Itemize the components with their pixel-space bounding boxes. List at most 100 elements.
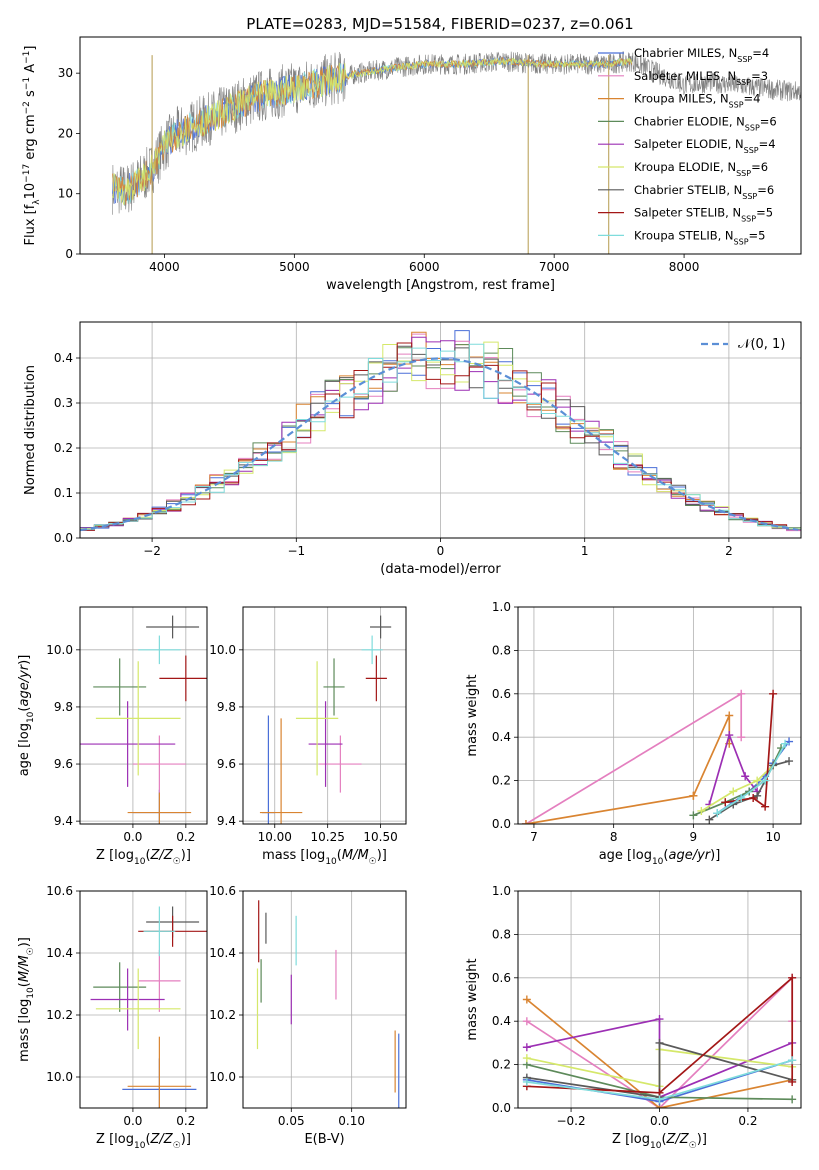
weight-marker xyxy=(725,731,734,740)
y-tick-label: 0.8 xyxy=(492,643,511,657)
x-tick-label: 8 xyxy=(610,830,618,844)
y-tick-label: 0.3 xyxy=(54,396,73,410)
spectrum-ylabel: Flux [fλ10−17 erg cm−2 s−1 A−1] xyxy=(22,46,42,246)
y-tick-label: 10.6 xyxy=(46,884,73,898)
data-point-kroupa_miles xyxy=(127,792,192,824)
x-tick-label: 0.0 xyxy=(123,830,142,844)
weight_vs_age-panel: 7 8 9 10 0.0 0.2 0.4 0.6 0.8 1.0 age [log10(age/yr… xyxy=(465,600,802,867)
age_vs_mass-panel: 10.00 10.25 10.50 9.4 9.6 9.8 10.0 mass [log10(… xyxy=(209,606,407,867)
age_vs_mass-grid xyxy=(243,607,406,824)
y-tick-label: 9.8 xyxy=(217,700,236,714)
weight_vs_Z-ylabel: mass weight xyxy=(465,958,480,1040)
data-point-salpeter_miles xyxy=(132,735,186,793)
y-tick-label: 10.0 xyxy=(46,643,73,657)
weight-marker xyxy=(721,798,730,807)
data-point-salpeter_elodie xyxy=(90,968,165,1031)
mass_vs_ebv-plot-area xyxy=(256,900,400,1108)
y-tick-label: 20 xyxy=(58,126,73,140)
residuals-plot-area xyxy=(80,330,801,532)
x-tick-label: 4000 xyxy=(149,260,180,274)
x-tick-label: 0.2 xyxy=(176,1114,195,1128)
y-tick-label: 0.0 xyxy=(54,531,73,545)
weight-marker xyxy=(689,791,698,800)
weight_vs_age-xlabel: age [log10(age/yr)] xyxy=(599,848,721,867)
spectrum-plot-area xyxy=(112,51,801,254)
x-tick-label: −1 xyxy=(287,544,305,558)
weight-marker xyxy=(788,1056,797,1065)
x-tick-label: 10.50 xyxy=(363,830,397,844)
model-spectrum-line xyxy=(112,57,632,207)
weight_vs_age-plot-area xyxy=(521,689,794,824)
weight-line-kroupa_miles xyxy=(525,715,731,824)
age_vs_mass-frame xyxy=(242,606,407,825)
y-tick-label: 10.4 xyxy=(46,946,73,960)
data-point-chabrier_elodie xyxy=(93,658,147,716)
x-tick-label: 0.05 xyxy=(278,1114,305,1128)
weight-marker xyxy=(788,973,797,982)
weight-marker xyxy=(522,1017,531,1026)
weight-marker xyxy=(655,1038,664,1047)
age_vs_mass-xlabel: mass [log10(M/M☉)] xyxy=(262,848,387,867)
weight_vs_age-ylabel: mass weight xyxy=(465,674,480,756)
y-tick-label: 0.4 xyxy=(492,730,511,744)
x-tick-label: 10.00 xyxy=(258,830,292,844)
weight-marker xyxy=(713,809,722,818)
weight_vs_Z-xlabel: Z [log10(Z/Z☉)] xyxy=(612,1132,707,1151)
weight-marker xyxy=(788,1095,797,1104)
residual-histogram xyxy=(80,345,801,531)
y-tick-label: 10.6 xyxy=(209,884,236,898)
y-tick-label: 10.0 xyxy=(46,1070,73,1084)
weight-marker xyxy=(761,802,770,811)
mass_vs_ebv-grid xyxy=(243,890,406,1108)
mass_vs_Z-ylabel: mass [log10(M/M☉)] xyxy=(17,937,36,1062)
weight-marker xyxy=(522,1054,531,1063)
weight-line-salpeter_stelib xyxy=(526,975,794,1094)
data-point-kroupa_elodie xyxy=(295,661,339,776)
x-tick-label: 0.2 xyxy=(738,1114,757,1128)
y-tick-label: 0.6 xyxy=(492,971,511,985)
weight-marker xyxy=(769,689,778,698)
x-tick-label: 8000 xyxy=(669,260,700,274)
weight-line-kroupa_miles xyxy=(526,998,793,1108)
weight-marker xyxy=(689,811,698,820)
data-point-kroupa_miles xyxy=(259,718,303,824)
y-tick-label: 10 xyxy=(58,187,73,201)
weight-line-kroupa_stelib xyxy=(716,743,786,814)
legend-entry: 𝒩(0, 1) xyxy=(738,337,785,352)
weight-marker xyxy=(788,1077,797,1086)
y-tick-label: 0.1 xyxy=(54,486,73,500)
y-tick-label: 1.0 xyxy=(492,600,511,614)
x-tick-label: 10 xyxy=(765,830,780,844)
data-point-kroupa_stelib xyxy=(361,635,383,665)
y-tick-label: 9.4 xyxy=(217,814,236,828)
x-tick-label: 7 xyxy=(530,830,538,844)
y-tick-label: 0.4 xyxy=(54,351,73,365)
data-point-kroupa_miles xyxy=(127,1036,192,1108)
legend-entry: Salpeter ELODIE, NSSP=4 xyxy=(634,137,776,155)
mass_vs_ebv-xlabel: E(B-V) xyxy=(304,1132,344,1147)
y-tick-label: 0 xyxy=(65,247,73,261)
y-tick-label: 0.8 xyxy=(492,927,511,941)
weight-marker xyxy=(785,757,794,766)
data-point-chabrier_elodie xyxy=(323,658,345,716)
weight-marker xyxy=(522,995,531,1004)
normal-distribution-curve xyxy=(80,357,799,532)
weight-marker xyxy=(741,772,750,781)
figure-title: PLATE=0283, MJD=51584, FIBERID=0237, z=0… xyxy=(246,15,633,33)
y-tick-label: 0.2 xyxy=(492,774,511,788)
legend-entry: Chabrier STELIB, NSSP=6 xyxy=(634,183,774,201)
age_vs_Z-xlabel: Z [log10(Z/Z☉)] xyxy=(96,848,191,867)
y-tick-label: 10.0 xyxy=(209,1070,236,1084)
legend-entry: Kroupa MILES, NSSP=4 xyxy=(634,92,760,110)
x-tick-label: 5000 xyxy=(279,260,310,274)
weight-marker xyxy=(749,793,758,802)
y-tick-label: 10.4 xyxy=(209,946,236,960)
spectrum-frame xyxy=(79,36,802,255)
x-tick-label: 2 xyxy=(725,544,733,558)
y-tick-label: 9.6 xyxy=(54,757,73,771)
residual-histogram xyxy=(80,343,801,530)
age_vs_mass-plot-area xyxy=(259,615,392,824)
residual-histogram xyxy=(80,341,801,530)
weight-line-kroupa_elodie xyxy=(700,764,774,812)
